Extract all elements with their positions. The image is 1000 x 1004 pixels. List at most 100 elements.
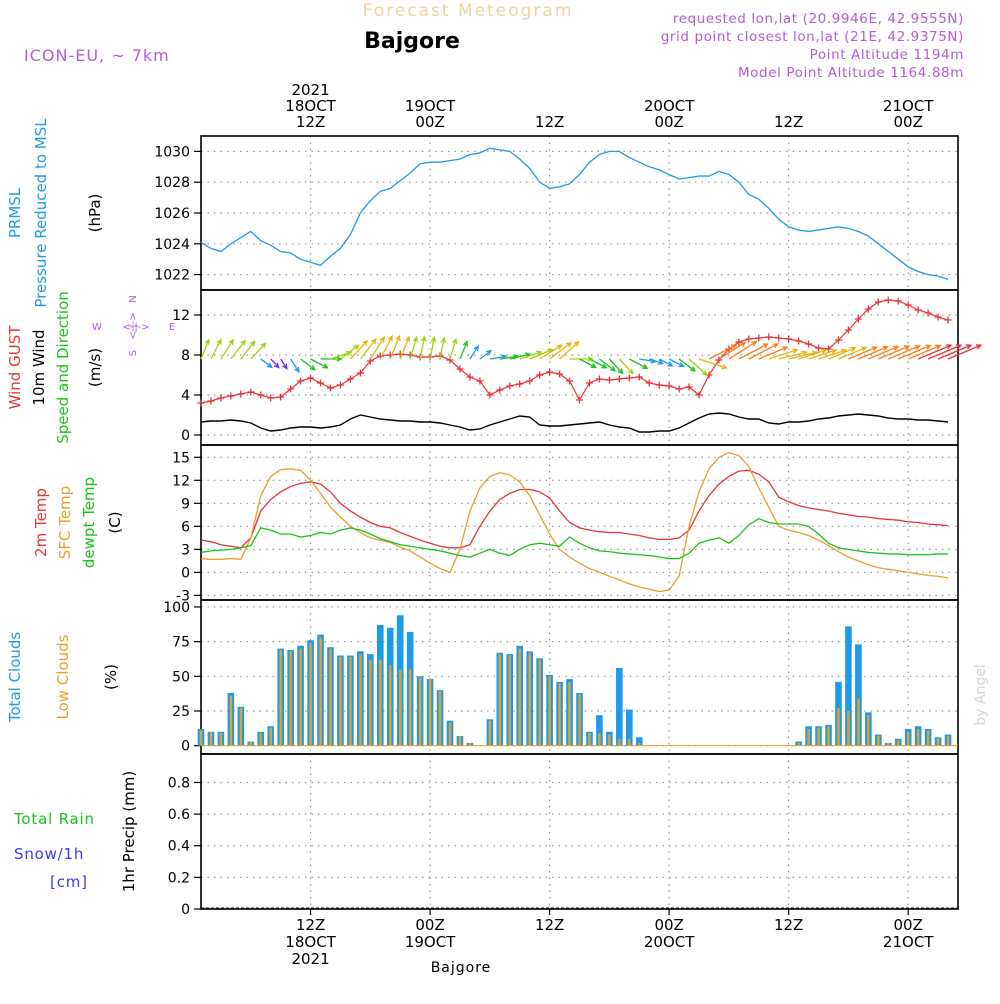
low-cloud-bar [578,694,581,746]
gust-marker [207,397,215,405]
low-cloud-bar [488,720,492,746]
compass-east: E [169,322,175,333]
panel-pressure: 1022 1024 1026 1028 1030 PRMSL Pressure Reduce… [6,118,959,308]
wind-arrow [868,345,900,360]
y-axis-label: 10m Wind [30,329,48,405]
wind-arrow [708,344,738,360]
y-tick-label: 0 [181,902,190,918]
y-tick-label: 1028 [154,175,190,191]
low-cloud-bar [797,742,800,746]
y-tick-label: 4 [181,388,190,404]
gust-marker [735,338,743,346]
precip-legend-label: Snow/1h [14,845,84,863]
precip-legend-label: Total Rain [13,810,95,828]
model-altitude: Model Point Altitude 1164.88m [738,65,964,81]
top-time-label: 00Z [654,113,683,131]
gust-marker [745,335,753,343]
low-cloud-bar [329,648,332,746]
gust-marker [506,382,514,390]
wind-arrow [629,358,649,370]
credit-watermark: by Angel [973,664,989,725]
low-cloud-bar [807,729,810,746]
low-cloud-bar [508,655,511,746]
gust-marker [297,377,305,385]
gust-marker [894,297,902,305]
y-axis-label: (%) [102,664,120,690]
low-cloud-bar [857,698,860,746]
total-cloud-bar [845,626,852,746]
low-cloud-bar [299,648,302,746]
top-time-label: 19OCT [405,97,456,115]
gust-marker [346,375,354,383]
chart-title: Forecast Meteogram [363,1,574,21]
wind-arrow [399,335,411,360]
gust-marker [496,386,504,394]
wind-arrow [698,358,728,370]
gust-marker [924,309,932,317]
low-cloud-bar [369,659,372,746]
wind-arrow [240,340,256,360]
wind-arrow [599,358,617,372]
low-cloud-bar [827,726,830,746]
gust-marker [914,306,922,314]
wind-arrow [768,348,799,360]
wind-arrow [618,358,634,375]
gust-marker [685,383,693,391]
point-altitude: Point Altitude 1194m [810,47,964,63]
panel-frame [200,289,959,446]
y-tick-label: 75 [172,635,190,651]
y-axis-label: Low Clouds [54,634,72,719]
low-cloud-bar [408,669,412,746]
low-cloud-bar [916,729,920,746]
panel-clouds: 0 25 50 75 100 Total Clouds Low Clouds (%) [6,599,959,755]
gust-marker [815,344,823,352]
gust-marker [854,315,862,323]
wind-arrow [678,358,697,372]
wind-arrow [369,336,386,360]
y-tick-label: 1024 [154,237,190,253]
wind-arrow [937,344,973,360]
wind-speed-line [200,412,949,433]
top-time-label: 12Z [296,113,325,131]
wind-arrow [828,346,857,360]
top-time-label: 12Z [774,113,803,131]
wind-arrow [539,344,564,360]
gust-marker [257,391,265,399]
gust-marker [466,373,474,381]
y-tick-label: 1026 [154,206,190,222]
pressure-line [200,147,949,280]
gust-marker [526,377,534,385]
low-cloud-bar [468,742,472,746]
gust-marker [307,374,315,382]
y-tick-label: -3 [176,588,190,604]
top-time-label: 00Z [894,113,923,131]
bottom-time-label: 2021 [291,950,329,968]
compass-arrows: <-|-> [128,312,139,339]
low-cloud-bar [399,669,402,746]
gust-marker [864,305,872,313]
wind-arrow [579,358,597,369]
footer-location: Bajgore [431,960,492,976]
wind-arrow [748,343,779,360]
gust-marker [556,370,564,378]
wind-arrow [808,348,838,360]
gust-marker [456,365,464,373]
wind-arrow [389,334,401,360]
low-cloud-bar [887,742,890,746]
low-cloud-bar [867,715,870,746]
wind-arrow [927,344,963,360]
low-cloud-bar [946,735,950,746]
wind-arrow [559,340,580,360]
y-tick-label: 50 [172,669,190,685]
bottom-time-label: 21OCT [883,933,934,951]
y-tick-label: 3 [181,542,190,558]
compass-east-west-arrows: <-|-> [122,322,149,333]
bottom-time-label: 19OCT [405,933,456,951]
low-cloud-bar [926,730,930,746]
wind-arrow [907,344,942,360]
y-axis-label: Pressure Reduced to MSL [32,118,50,308]
gust-marker [695,391,703,399]
gust-marker [904,301,912,309]
gust-marker [645,379,653,387]
